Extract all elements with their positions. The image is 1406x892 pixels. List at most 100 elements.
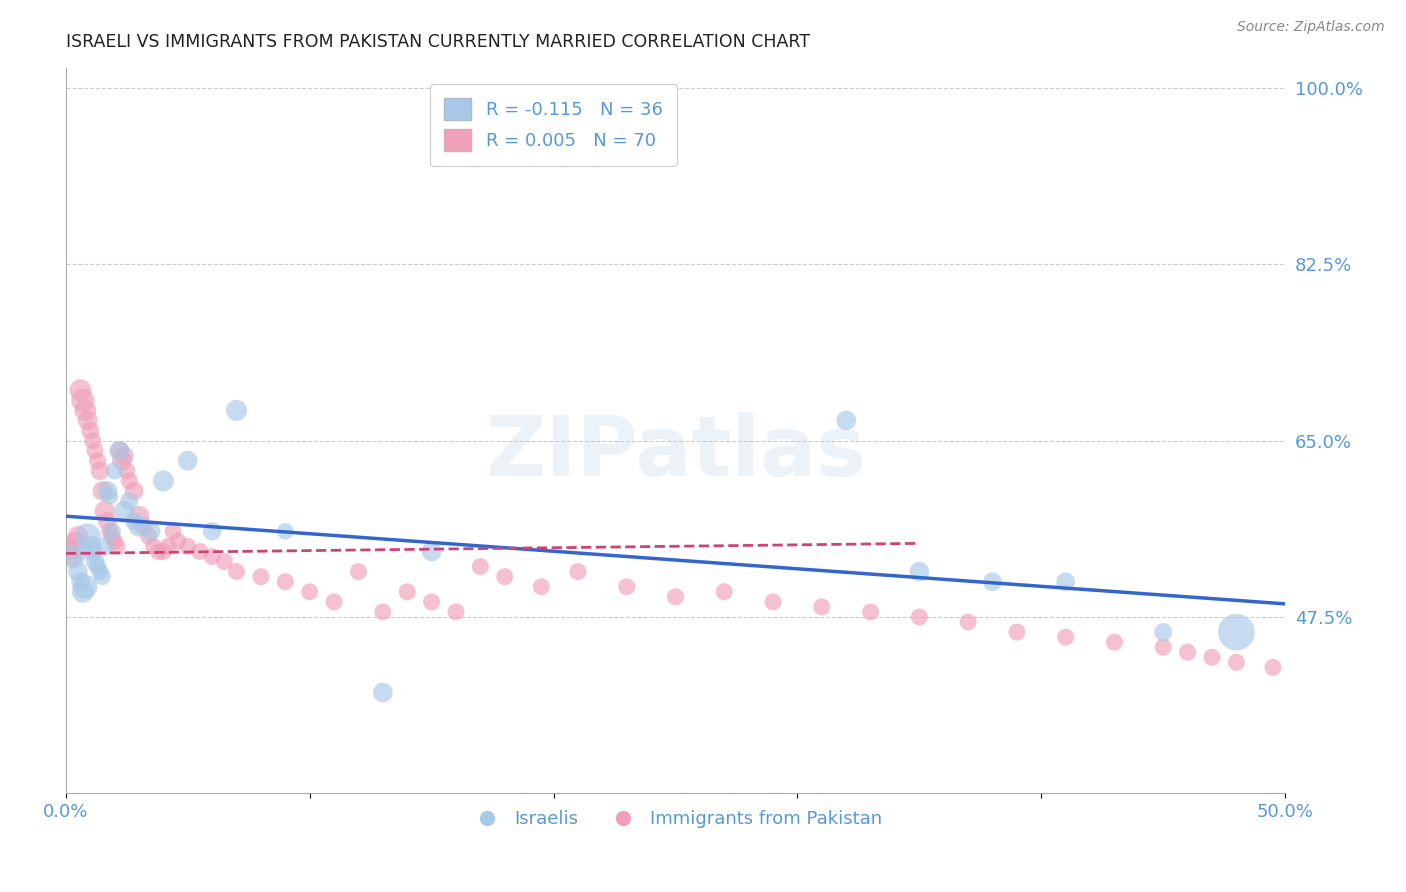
Point: [76, 529, 98, 543]
Point: [138, 529, 160, 543]
Point: [89, 565, 111, 579]
Point: [86, 454, 108, 468]
Point: [616, 580, 638, 594]
Point: [91, 483, 114, 498]
Point: [112, 504, 135, 518]
Point: [89, 464, 111, 478]
Point: [1054, 630, 1077, 644]
Point: [69, 574, 91, 589]
Point: [98, 489, 121, 503]
Point: [84, 555, 107, 569]
Point: [396, 584, 419, 599]
Point: [148, 544, 170, 558]
Point: [94, 540, 117, 554]
Point: [84, 443, 107, 458]
Point: [76, 413, 98, 427]
Point: [859, 605, 882, 619]
Point: [1005, 625, 1028, 640]
Point: [111, 454, 134, 468]
Point: [371, 605, 394, 619]
Point: [65, 534, 87, 549]
Point: [1261, 660, 1284, 674]
Point: [98, 524, 121, 539]
Point: [103, 464, 125, 478]
Point: [908, 610, 931, 624]
Point: [96, 514, 118, 528]
Point: [225, 403, 247, 417]
Point: [59, 544, 82, 558]
Point: [835, 413, 858, 427]
Point: [132, 519, 155, 533]
Point: [72, 584, 94, 599]
Point: [62, 549, 84, 564]
Point: [250, 569, 273, 583]
Point: [112, 449, 135, 463]
Point: [122, 514, 145, 528]
Point: [1225, 656, 1247, 670]
Point: [225, 565, 247, 579]
Point: [188, 544, 211, 558]
Point: [66, 565, 89, 579]
Point: [118, 494, 141, 508]
Point: [298, 584, 321, 599]
Point: [142, 540, 165, 554]
Point: [82, 434, 104, 448]
Point: [201, 549, 224, 564]
Point: [177, 540, 200, 554]
Point: [152, 544, 174, 558]
Point: [177, 454, 200, 468]
Point: [152, 474, 174, 488]
Point: [371, 685, 394, 699]
Point: [567, 565, 589, 579]
Point: [105, 540, 128, 554]
Point: [91, 569, 114, 583]
Point: [274, 524, 297, 539]
Point: [75, 580, 97, 594]
Point: [1152, 640, 1174, 655]
Point: [66, 529, 89, 543]
Text: ISRAELI VS IMMIGRANTS FROM PAKISTAN CURRENTLY MARRIED CORRELATION CHART: ISRAELI VS IMMIGRANTS FROM PAKISTAN CURR…: [66, 33, 810, 51]
Point: [957, 615, 980, 629]
Point: [981, 574, 1004, 589]
Point: [1225, 625, 1247, 640]
Text: Source: ZipAtlas.com: Source: ZipAtlas.com: [1237, 20, 1385, 34]
Point: [118, 474, 141, 488]
Point: [494, 569, 516, 583]
Point: [79, 424, 101, 438]
Point: [128, 509, 150, 524]
Point: [1054, 574, 1077, 589]
Point: [157, 540, 180, 554]
Point: [420, 544, 443, 558]
Point: [94, 504, 117, 518]
Text: ZIPatlas: ZIPatlas: [485, 412, 866, 492]
Point: [115, 464, 138, 478]
Point: [108, 443, 131, 458]
Point: [1201, 650, 1223, 665]
Point: [1104, 635, 1126, 649]
Point: [141, 524, 163, 539]
Point: [162, 524, 184, 539]
Point: [420, 595, 443, 609]
Point: [323, 595, 346, 609]
Point: [908, 565, 931, 579]
Point: [75, 403, 97, 417]
Point: [128, 519, 150, 533]
Point: [79, 540, 101, 554]
Point: [274, 574, 297, 589]
Point: [810, 599, 832, 614]
Point: [101, 529, 124, 543]
Point: [58, 540, 80, 554]
Point: [762, 595, 785, 609]
Point: [201, 524, 224, 539]
Point: [347, 565, 370, 579]
Point: [103, 534, 125, 549]
Point: [1177, 645, 1199, 659]
Point: [69, 383, 91, 397]
Point: [214, 555, 236, 569]
Point: [1152, 625, 1174, 640]
Point: [72, 393, 94, 408]
Point: [96, 483, 118, 498]
Point: [62, 549, 84, 564]
Point: [86, 559, 108, 574]
Point: [101, 524, 124, 539]
